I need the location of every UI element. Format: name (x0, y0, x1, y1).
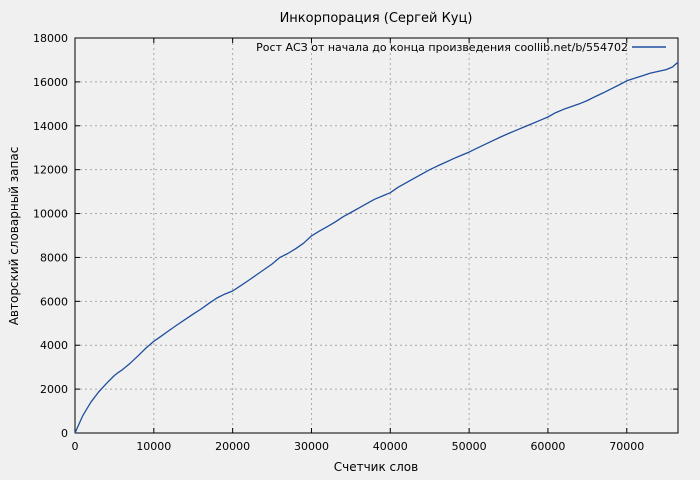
plot-border (74, 37, 679, 434)
x-axis-label: Счетчик слов (334, 460, 418, 474)
series-layer (74, 61, 679, 434)
x-tick-label: 60000 (530, 440, 565, 453)
y-tick-label: 14000 (33, 120, 68, 133)
x-tick-label: 30000 (294, 440, 329, 453)
grid-layer (75, 38, 678, 433)
y-tick-label: 12000 (33, 164, 68, 177)
axis-layer: 0 10000 20000 30000 40000 50000 60000 70000 0 200… (33, 32, 679, 453)
legend-label: Рост АСЗ от начала до конца произведения… (256, 41, 628, 54)
legend-layer: Рост АСЗ от начала до конца произведения… (256, 41, 666, 54)
chart-title: Инкорпорация (Сергей Куц) (280, 11, 473, 26)
x-tick-label: 70000 (609, 440, 644, 453)
x-tick-label: 10000 (136, 440, 171, 453)
y-tick-label: 16000 (33, 76, 68, 89)
x-tick-label: 40000 (373, 440, 408, 453)
y-tick-label: 4000 (40, 339, 68, 352)
y-axis-label: Авторский словарный запас (7, 147, 21, 326)
y-tick-label: 10000 (33, 208, 68, 221)
y-tick-label: 0 (61, 427, 68, 440)
y-tick-label: 8000 (40, 251, 68, 264)
y-tick-label: 6000 (40, 295, 68, 308)
y-tick-label: 18000 (33, 32, 68, 45)
y-tick-label: 2000 (40, 383, 68, 396)
x-tick-label: 20000 (215, 440, 250, 453)
x-tick-label: 0 (72, 440, 79, 453)
x-tick-label: 50000 (452, 440, 487, 453)
series-line (74, 61, 679, 434)
